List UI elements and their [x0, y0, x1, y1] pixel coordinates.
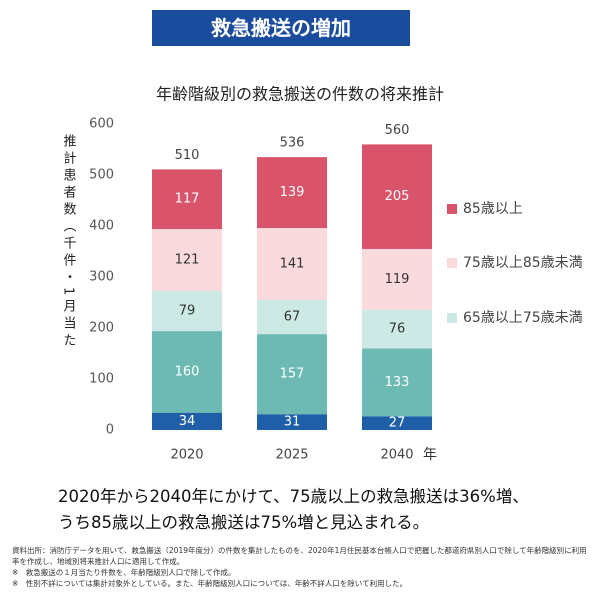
x-tick-label: 2040 [380, 448, 413, 463]
value-label: 67 [284, 310, 301, 325]
value-label: 133 [385, 375, 410, 390]
y-axis-label: 推計患者数（千件・1月当た [61, 134, 77, 350]
value-label: 34 [179, 414, 196, 429]
value-label: 79 [179, 303, 196, 318]
bar-segment [257, 334, 327, 415]
legend-swatch [447, 204, 457, 214]
bar-segment [152, 331, 222, 413]
x-tick-label: 2025 [275, 448, 308, 463]
legend-item: 65歳以上75歳未満 [447, 305, 592, 331]
y-tick-label: 100 [89, 372, 114, 387]
y-tick-label: 400 [89, 219, 114, 234]
bar-segment [362, 144, 432, 249]
bar-segment [257, 299, 327, 335]
x-axis-label: 年 [423, 447, 437, 463]
value-label: 27 [389, 416, 406, 431]
y-tick-label: 500 [89, 168, 114, 183]
banner-title: 救急搬送の増加 [152, 10, 410, 46]
chart-title: 年齢階級別の救急搬送の件数の将来推計 [156, 85, 444, 104]
y-tick-label: 200 [89, 321, 114, 336]
value-label: 157 [280, 367, 305, 382]
bar-segment [362, 248, 432, 310]
bar-segment [152, 290, 222, 332]
summary: 2020年から2040年にかけて、75歳以上の救急搬送は36%増、 うち85歳以上… [58, 484, 529, 536]
legend-swatch [447, 313, 457, 323]
notes: 資料出所：消防庁データを用いて、救急搬送（2019年度分）の件数を集計したものを… [12, 545, 592, 589]
bar-segment [152, 169, 222, 230]
y-tick-label: 0 [106, 423, 114, 438]
legend-item: 85歳以上 [447, 196, 592, 222]
legend-label: 65歳以上75歳未満 [463, 310, 583, 326]
value-label: 160 [175, 364, 200, 379]
note-line: ※ 性別不詳については集計対象外としている。また、年齢階級別人口については、年齢… [12, 579, 408, 588]
total-label: 510 [175, 148, 200, 163]
legend-label: 85歳以上 [463, 201, 523, 217]
note-line: ※ 救急搬送の１月当たり件数を、年齢階級別人口で除して作成。 [12, 568, 236, 577]
value-label: 76 [389, 322, 406, 337]
x-tick-label: 2020 [170, 448, 203, 463]
legend-swatch [447, 258, 457, 268]
y-tick-label: 600 [89, 117, 114, 132]
bar-segment [362, 416, 432, 430]
bar-segment [152, 412, 222, 430]
total-label: 560 [385, 123, 410, 138]
value-label: 205 [385, 189, 410, 204]
value-label: 119 [385, 272, 410, 287]
bar-segment [362, 348, 432, 417]
legend-item: 75歳以上85歳未満 [447, 250, 592, 276]
bar-segment [257, 157, 327, 229]
bar-segment [362, 309, 432, 349]
total-label: 536 [280, 136, 305, 151]
summary-line: 2020年から2040年にかけて、75歳以上の救急搬送は36%増、 [58, 487, 529, 506]
bar-segment [152, 229, 222, 291]
value-label: 117 [175, 192, 200, 207]
y-tick-label: 300 [89, 270, 114, 285]
note-line: 資料出所：消防庁データを用いて、救急搬送（2019年度分）の件数を集計したものを… [12, 546, 587, 566]
value-label: 139 [280, 185, 305, 200]
bar-segment [257, 228, 327, 300]
chart: 年齢階級別の救急搬送の件数の将来推計 推計患者数（千件・1月当た 年 0 100 2… [61, 85, 445, 464]
value-label: 121 [175, 252, 200, 267]
value-label: 31 [284, 415, 301, 430]
legend-label: 75歳以上85歳未満 [463, 255, 583, 271]
bar-segment [257, 414, 327, 430]
value-label: 141 [280, 256, 305, 271]
summary-line: うち85歳以上の救急搬送は75%増と見込まれる。 [58, 513, 430, 532]
